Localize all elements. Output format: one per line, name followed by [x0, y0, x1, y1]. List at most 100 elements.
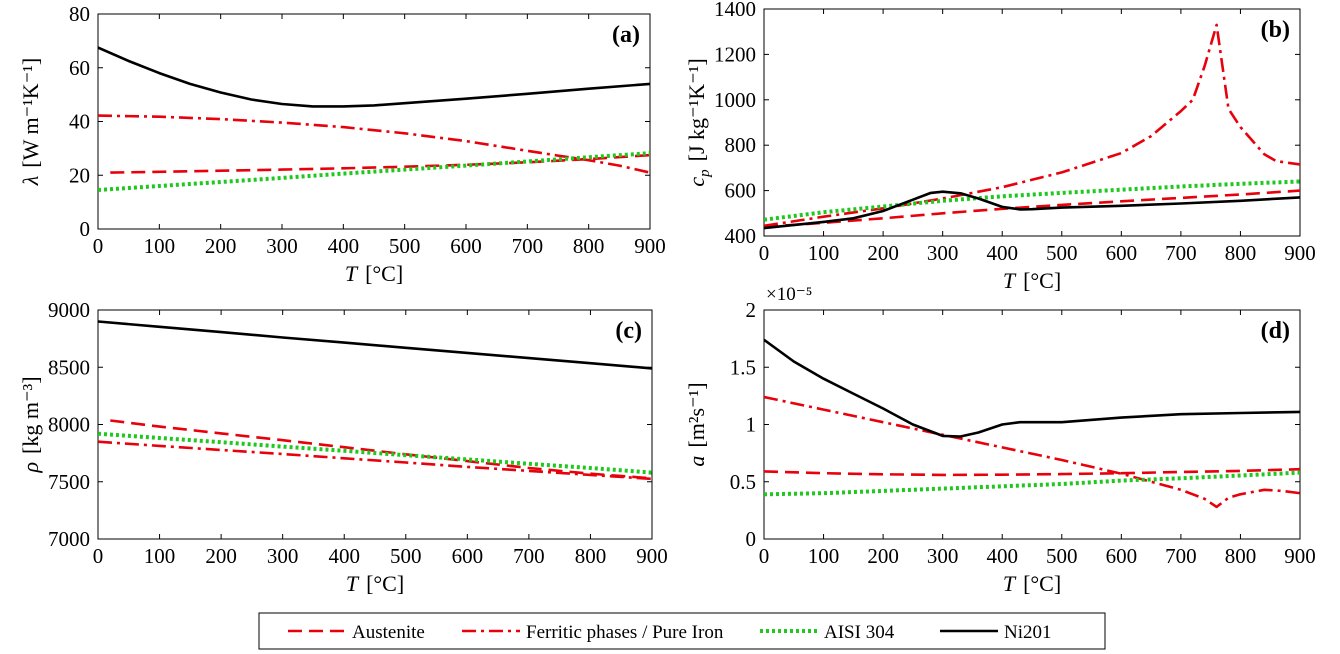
x-tick-label: 100: [144, 234, 176, 258]
x-tick-label: 300: [267, 544, 299, 568]
x-tick-label: 0: [759, 544, 770, 568]
x-tick-label: 100: [808, 241, 840, 265]
y-tick-label: 2: [746, 298, 757, 322]
series-line-austenite: [110, 153, 650, 174]
x-tick-label: 300: [927, 241, 959, 265]
x-tick-label: 0: [93, 544, 104, 568]
x-tick-label: 900: [1284, 544, 1316, 568]
panel-a: 0 100 200 300 400 500 600 700 800 900 0 20 40 60 80 T [°…: [18, 2, 666, 286]
x-tick-label: 600: [1106, 241, 1138, 265]
x-tick-label: 300: [266, 234, 298, 258]
series-line-ni201: [764, 190, 1300, 230]
x-tick-label: 900: [634, 234, 666, 258]
y-tick-label: 1200: [714, 42, 756, 66]
x-tick-label: 800: [1225, 544, 1257, 568]
legend-label-ferritic: Ferritic phases / Pure Iron: [526, 622, 724, 643]
series-line-ferritic: [98, 440, 652, 481]
y-tick-label: 7000: [48, 527, 90, 551]
series-line-ferritic: [764, 23, 1300, 228]
x-tick-label: 700: [512, 234, 544, 258]
legend: Austenite Ferritic phases / Pure Iron AISI…: [258, 612, 1106, 650]
x-tick-label: 100: [144, 544, 176, 568]
x-tick-label: 100: [808, 544, 840, 568]
x-tick-label: 200: [205, 234, 237, 258]
x-tick-label: 600: [1106, 544, 1138, 568]
y-tick-label: 600: [725, 179, 757, 203]
y-tick-label: 80: [69, 2, 90, 26]
panel-d: 0 100 200 300 400 500 600 700 800 900 0 0.5 1 1.5 2 ×10…: [684, 284, 1316, 596]
y-axis-label: λ[W m⁻¹K⁻¹]: [18, 58, 43, 186]
y-tick-label: 1.5: [730, 355, 756, 379]
series-line-aisi304: [98, 431, 652, 475]
x-axis-label: T [°C]: [1003, 268, 1061, 293]
x-axis-label: T [°C]: [345, 261, 403, 286]
series-line-austenite: [764, 467, 1300, 477]
y-tick-label: 8500: [48, 355, 90, 379]
series-line-aisi304: [764, 470, 1300, 497]
panel-c: 0 100 200 300 400 500 600 700 800 900 7000 7500 8000…: [18, 298, 668, 596]
series-line-ferritic: [98, 114, 650, 174]
x-tick-label: 200: [867, 544, 899, 568]
legend-label-ni201: Ni201: [1004, 622, 1052, 643]
x-tick-label: 400: [328, 234, 360, 258]
x-tick-label: 0: [759, 241, 770, 265]
x-tick-label: 600: [450, 234, 482, 258]
x-axis-label: T [°C]: [346, 571, 404, 596]
panel-label: (b): [1261, 17, 1290, 43]
y-tick-label: 9000: [48, 298, 90, 322]
y-axis-label: ρ[kg m⁻³]: [18, 376, 43, 473]
series-line-ni201: [98, 320, 652, 370]
series-line-ni201: [98, 46, 650, 108]
x-tick-label: 800: [1225, 241, 1257, 265]
y-tick-label: 7500: [48, 470, 90, 494]
y-exponent-label: ×10⁻⁵: [766, 284, 812, 305]
y-tick-label: 0: [80, 217, 91, 241]
x-tick-label: 900: [636, 544, 668, 568]
y-tick-label: 800: [725, 133, 757, 157]
series-line-aisi304: [98, 151, 650, 192]
x-tick-label: 600: [452, 544, 484, 568]
x-tick-label: 800: [575, 544, 607, 568]
y-tick-label: 20: [69, 163, 90, 187]
plot-frame: [97, 13, 651, 230]
y-tick-label: 1: [746, 413, 757, 437]
x-tick-label: 700: [1165, 241, 1197, 265]
y-tick-label: 8000: [48, 413, 90, 437]
x-tick-label: 400: [986, 241, 1018, 265]
y-tick-label: 60: [69, 56, 90, 80]
legend-label-austenite: Austenite: [352, 622, 425, 643]
x-tick-label: 500: [389, 234, 421, 258]
x-tick-label: 700: [1165, 544, 1197, 568]
panel-label: (a): [612, 22, 640, 48]
x-tick-label: 400: [328, 544, 360, 568]
plot-frame: [763, 8, 1301, 237]
x-axis-label: T [°C]: [1003, 571, 1061, 596]
y-axis-label: a[m²s⁻¹]: [684, 382, 709, 466]
panel-b: 0 100 200 300 400 500 600 700 800 900 400 600 800 100…: [684, 0, 1316, 293]
y-tick-label: 0: [746, 527, 757, 551]
x-tick-label: 900: [1284, 241, 1316, 265]
panel-label: (d): [1261, 318, 1290, 344]
x-tick-label: 800: [573, 234, 605, 258]
y-tick-label: 400: [725, 224, 757, 248]
x-tick-label: 0: [93, 234, 104, 258]
x-tick-label: 700: [513, 544, 545, 568]
series-line-ni201: [764, 338, 1300, 438]
x-tick-label: 500: [1046, 241, 1078, 265]
y-tick-label: 40: [69, 110, 90, 134]
y-tick-label: 0.5: [730, 470, 756, 494]
x-tick-label: 500: [1046, 544, 1078, 568]
x-tick-label: 200: [867, 241, 899, 265]
panel-label: (c): [615, 318, 642, 344]
y-axis-label: cp[J kg⁻¹K⁻¹]: [684, 58, 713, 186]
x-tick-label: 200: [205, 544, 237, 568]
x-tick-label: 500: [390, 544, 422, 568]
legend-label-aisi304: AISI 304: [824, 622, 895, 643]
y-tick-label: 1400: [714, 0, 756, 21]
x-tick-label: 300: [927, 544, 959, 568]
series-line-austenite: [110, 419, 652, 480]
series-line-ferritic: [764, 395, 1300, 509]
y-tick-label: 1000: [714, 88, 756, 112]
series-line-austenite: [764, 189, 1300, 229]
